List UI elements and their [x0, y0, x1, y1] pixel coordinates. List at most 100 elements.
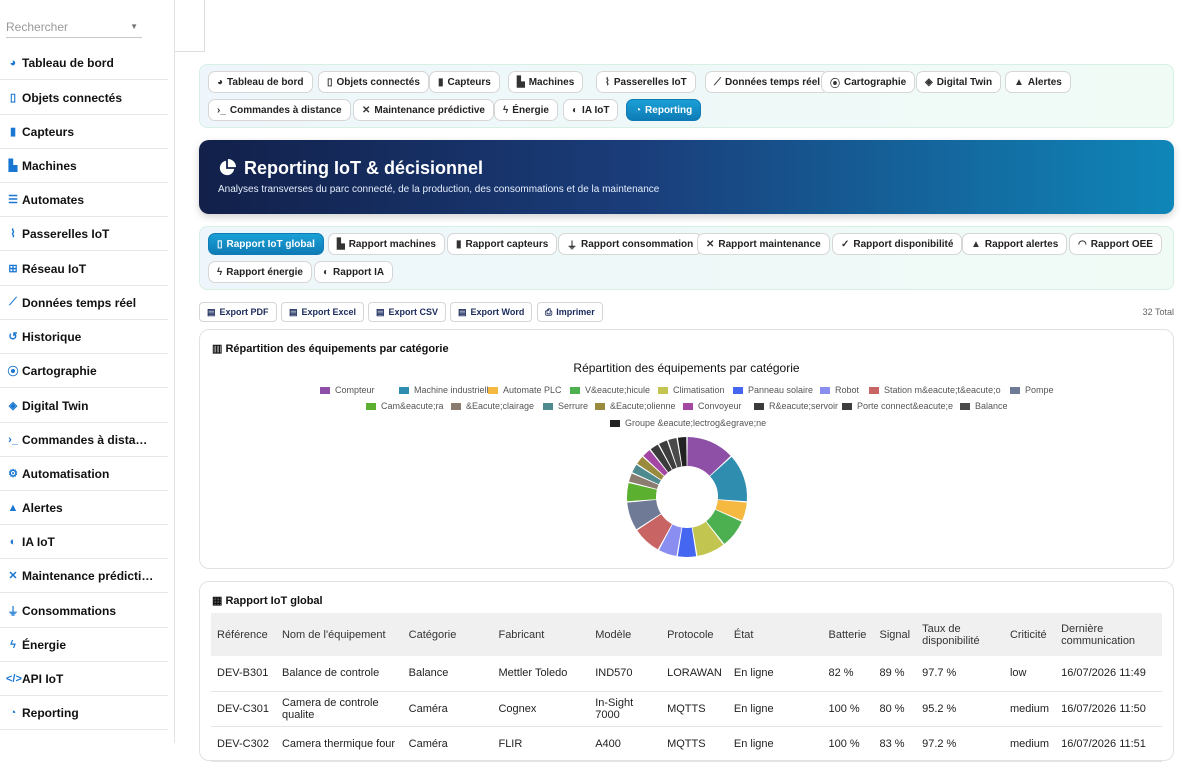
legend-item[interactable]: V&eacute;hicule: [570, 385, 650, 395]
report-tab-rapport-energie[interactable]: ϟ Rapport énergie: [208, 261, 312, 283]
pie-slice-r-eacute-servoir[interactable]: [650, 444, 672, 473]
legend-item[interactable]: Station m&eacute;t&eacute;o: [869, 385, 1001, 395]
tab-energie[interactable]: ϟ Énergie: [494, 99, 558, 121]
tab-machines[interactable]: ▙ Machines: [508, 71, 584, 93]
tab-digital-twin[interactable]: ◈ Digital Twin: [916, 71, 1002, 93]
export-label: Export Word: [470, 307, 525, 317]
pie-slice-eacute-clairage[interactable]: [629, 473, 659, 490]
pie-slice-eacute-olienne[interactable]: [637, 456, 664, 480]
tab-maintenance-predictive[interactable]: ✕ Maintenance prédictive: [353, 99, 494, 121]
sidebar-item-api-iot[interactable]: </> API IoT: [0, 662, 168, 696]
legend-item[interactable]: Panneau solaire: [733, 385, 813, 395]
sidebar-item-capteurs[interactable]: ▮ Capteurs: [0, 115, 168, 149]
legend-label: &Eacute;olienne: [610, 401, 676, 411]
legend-item[interactable]: Serrure: [543, 401, 588, 411]
report-tab-rapport-disponibilite[interactable]: ✓ Rapport disponibilité: [832, 233, 963, 255]
legend-item[interactable]: &Eacute;olienne: [595, 401, 676, 411]
table-row[interactable]: DEV-C302 Camera thermique four Caméra FLIR A…: [211, 726, 1162, 762]
pie-slice-machine-industrielle[interactable]: [710, 456, 747, 502]
sidebar-item-alertes[interactable]: ▲ Alertes: [0, 491, 168, 525]
pie-slice-compteur[interactable]: [687, 437, 731, 476]
legend-item[interactable]: Cam&eacute;ra: [366, 401, 444, 411]
pie-slice-cam-eacute-ra[interactable]: [627, 482, 657, 502]
report-tab-rapport-iot-global[interactable]: ▯ Rapport IoT global: [208, 233, 324, 255]
sidebar-item-automates[interactable]: ☰ Automates: [0, 183, 168, 217]
tab-cartographie[interactable]: ⦿ Cartographie: [821, 71, 916, 93]
report-tab-rapport-capteurs[interactable]: ▮ Rapport capteurs: [447, 233, 558, 255]
sidebar-item-commandes-a-dista[interactable]: ›_ Commandes à dista…: [0, 423, 168, 457]
table-row[interactable]: DEV-C301 Camera de controle qualite Caméra…: [211, 691, 1162, 727]
tab-ia-iot[interactable]: ◐ IA IoT: [563, 99, 619, 121]
tab-capteurs[interactable]: ▮ Capteurs: [429, 71, 500, 93]
sidebar-item-objets-connectes[interactable]: ▯ Objets connectés: [0, 81, 168, 115]
top-panel: [175, 0, 205, 52]
export-excel-button[interactable]: ▤ Export Excel: [281, 302, 365, 322]
report-tab-rapport-ia[interactable]: ◐ Rapport IA: [314, 261, 394, 283]
legend-item[interactable]: Balance: [960, 401, 1008, 411]
sidebar-item-machines[interactable]: ▙ Machines: [0, 149, 168, 183]
pie-slice-v-eacute-hicule[interactable]: [706, 509, 742, 544]
legend-item[interactable]: Climatisation: [658, 385, 725, 395]
tab-passerelles-iot[interactable]: ⌇ Passerelles IoT: [596, 71, 696, 93]
sidebar-item-maintenance-predicti[interactable]: ✕ Maintenance prédicti…: [0, 559, 168, 593]
sidebar-item-automatisation[interactable]: ⚙ Automatisation: [0, 457, 168, 491]
legend-item[interactable]: Porte connect&eacute;e: [842, 401, 953, 411]
report-tab-rapport-alertes[interactable]: ▲ Rapport alertes: [962, 233, 1068, 255]
tab-donnees-temps-reel[interactable]: ⟋ Données temps réel: [705, 71, 830, 93]
sidebar-item-reseau-iot[interactable]: ⊞ Réseau IoT: [0, 252, 168, 286]
sidebar-item-label: Consommations: [22, 603, 117, 618]
search-select[interactable]: Rechercher ▼: [6, 16, 142, 38]
pie-slice-climatisation[interactable]: [692, 521, 724, 557]
bolt-icon: ϟ: [503, 104, 509, 116]
pie-slice-groupe-eacute-lectrog-egrave-ne[interactable]: [677, 437, 687, 467]
report-tab-rapport-oee[interactable]: ◠ Rapport OEE: [1069, 233, 1162, 255]
report-tab-rapport-machines[interactable]: ▙ Rapport machines: [328, 233, 445, 255]
legend-item[interactable]: Groupe &eacute;lectrog&egrave;ne: [610, 418, 766, 428]
pie-slice-pompe[interactable]: [627, 499, 661, 530]
sidebar-item-reporting[interactable]: ◔ Reporting: [0, 696, 168, 730]
sidebar-item-passerelles-iot[interactable]: ⌇ Passerelles IoT: [0, 217, 168, 251]
legend-item[interactable]: &Eacute;clairage: [451, 401, 534, 411]
sidebar-item-cartographie[interactable]: ⦿ Cartographie: [0, 354, 168, 388]
export-word-button[interactable]: ▤ Export Word: [450, 302, 533, 322]
table-row[interactable]: DEV-B301 Balance de controle Balance Mettle…: [211, 656, 1162, 692]
pie-slice-automate-plc[interactable]: [715, 499, 747, 521]
sidebar-item-consommations[interactable]: ⏚ Consommations: [0, 594, 168, 628]
tab-objets-connectes[interactable]: ▯ Objets connectés: [318, 71, 429, 93]
legend-item[interactable]: Automate PLC: [488, 385, 562, 395]
report-tab-rapport-consommation[interactable]: ⏚ Rapport consommation: [558, 233, 703, 255]
legend-item[interactable]: Robot: [820, 385, 859, 395]
sidebar-item-tableau-de-bord[interactable]: ◕ Tableau de bord: [0, 46, 168, 80]
pie-slice-convoyeur[interactable]: [643, 450, 668, 476]
bell-icon: ▲: [1014, 76, 1024, 88]
tab-tableau-de-bord[interactable]: ◕ Tableau de bord: [208, 71, 313, 93]
sidebar-item-label: Historique: [22, 329, 82, 344]
report-tab-rapport-maintenance[interactable]: ✕ Rapport maintenance: [697, 233, 830, 255]
sidebar-item-donnees-temps-reel[interactable]: ⟋ Données temps réel: [0, 286, 168, 320]
export-pdf-button[interactable]: ▤ Export PDF: [199, 302, 277, 322]
sidebar-item-digital-twin[interactable]: ◈ Digital Twin: [0, 389, 168, 423]
line-chart-icon: ⟋: [9, 296, 17, 308]
page-subtitle: Analyses transverses du parc connecté, d…: [218, 184, 660, 195]
legend-item[interactable]: Compteur: [320, 385, 375, 395]
legend-item[interactable]: Convoyeur: [683, 401, 742, 411]
pie-slice-panneau-solaire[interactable]: [677, 527, 697, 557]
tab-commandes-a-distance[interactable]: ›_ Commandes à distance: [208, 99, 351, 121]
pie-slice-robot[interactable]: [659, 524, 682, 557]
pie-slice-porte-connect-eacute-e[interactable]: [659, 440, 677, 470]
table-cell: MQTTS: [661, 691, 728, 727]
legend-item[interactable]: Pompe: [1010, 385, 1054, 395]
export-csv-button[interactable]: ▤ Export CSV: [368, 302, 447, 322]
legend-item[interactable]: Machine industrielle: [399, 385, 494, 395]
pie-slice-balance[interactable]: [668, 437, 682, 468]
pie-slice-serrure[interactable]: [632, 464, 661, 485]
sidebar-item-historique[interactable]: ↺ Historique: [0, 320, 168, 354]
sidebar-item-ia-iot[interactable]: ◐ IA IoT: [0, 525, 168, 559]
pie-slice-station-m-eacute-t-eacute-o[interactable]: [637, 514, 672, 550]
legend-item[interactable]: R&eacute;servoir: [754, 401, 838, 411]
sidebar-item-energie[interactable]: ϟ Énergie: [0, 628, 168, 662]
tab-alertes[interactable]: ▲ Alertes: [1005, 71, 1071, 93]
bolt-icon: ϟ: [217, 266, 223, 278]
imprimer-button[interactable]: ⎙ Imprimer: [537, 302, 603, 322]
tab-reporting[interactable]: ◔ Reporting: [626, 99, 702, 121]
